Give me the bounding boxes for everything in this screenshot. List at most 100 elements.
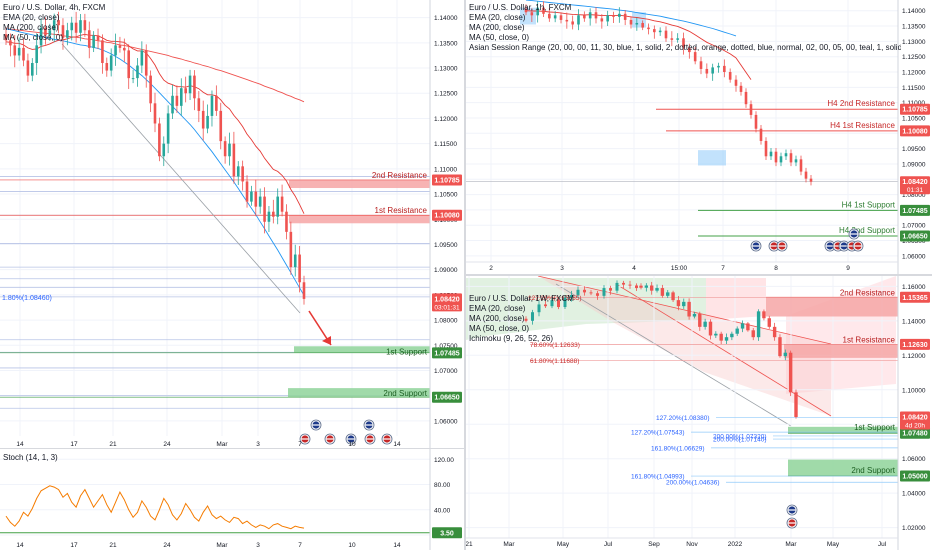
h1-candle[interactable] — [794, 159, 798, 163]
horizontal-divider-left[interactable] — [0, 448, 464, 449]
h1-price-axis[interactable] — [898, 0, 932, 274]
h4-candle[interactable] — [232, 143, 236, 177]
h1-candle[interactable] — [629, 19, 633, 25]
w1-early-candle[interactable] — [531, 312, 534, 321]
h4-candle[interactable] — [44, 27, 47, 36]
h4-candle[interactable] — [52, 20, 56, 31]
h4-candle[interactable] — [293, 254, 297, 268]
h1-candle[interactable] — [749, 104, 753, 115]
w1-candle[interactable] — [746, 323, 750, 331]
h1-candle[interactable] — [653, 29, 656, 33]
h4-candle[interactable] — [206, 115, 209, 129]
w1-candle[interactable] — [676, 300, 681, 307]
h4-candle[interactable] — [250, 191, 253, 202]
w1-candle[interactable] — [735, 328, 739, 334]
h4-candle[interactable] — [166, 113, 170, 144]
h4-candle[interactable] — [105, 63, 109, 71]
h4-candle[interactable] — [114, 45, 117, 56]
h4-trendline[interactable] — [61, 43, 301, 314]
h4-candle[interactable] — [276, 196, 280, 217]
h1-candle[interactable] — [779, 156, 783, 163]
w1-candle[interactable] — [639, 285, 643, 288]
w1-zone-sup[interactable] — [788, 426, 898, 434]
w1-candle[interactable] — [719, 333, 723, 341]
stoch-k-line[interactable] — [5, 485, 305, 530]
h4-candle[interactable] — [215, 95, 218, 111]
w1-early-candle[interactable] — [576, 289, 580, 295]
w1-candle[interactable] — [682, 301, 686, 307]
w1-early-candle[interactable] — [570, 294, 573, 298]
h1-candle[interactable] — [664, 30, 668, 39]
w1-early-candle[interactable] — [602, 288, 606, 296]
h4-candle[interactable] — [153, 103, 157, 124]
h1-candle[interactable] — [728, 72, 732, 80]
w1-candle[interactable] — [703, 321, 707, 327]
h4-candle[interactable] — [272, 211, 275, 217]
w1-channel-upper[interactable] — [537, 276, 832, 345]
w1-chart-canvas[interactable]: 2nd Resistance 1st Resistance 1st Support 2… — [466, 276, 932, 550]
w1-candle[interactable] — [687, 301, 691, 317]
h1-candle[interactable] — [744, 91, 748, 105]
h4-candle[interactable] — [188, 75, 192, 94]
stoch-panel[interactable]: Stoch (14, 1, 3) 120.0080.0040.000.003.5… — [0, 449, 464, 550]
h4-candle[interactable] — [254, 191, 258, 207]
h1-candle[interactable] — [734, 79, 738, 86]
h4-candle[interactable] — [131, 78, 135, 80]
h4-zone-res[interactable] — [289, 215, 430, 224]
h4-candle[interactable] — [280, 196, 284, 212]
h4-candle[interactable] — [83, 20, 87, 31]
w1-candle[interactable] — [655, 288, 659, 291]
h1-candle[interactable] — [759, 128, 763, 141]
h4-chart-canvas[interactable]: 2nd Resistance 1st Resistance 1st Support 2… — [0, 0, 464, 448]
h1-candle[interactable] — [769, 151, 773, 157]
w1-early-candle[interactable] — [628, 284, 632, 286]
h4-candle[interactable] — [4, 34, 8, 41]
h4-candle[interactable] — [289, 231, 293, 268]
h1-candle[interactable] — [804, 171, 808, 179]
w1-candle[interactable] — [772, 326, 777, 338]
w1-candle[interactable] — [767, 318, 771, 327]
h4-candle[interactable] — [158, 123, 161, 157]
h4-candle[interactable] — [118, 45, 122, 48]
h4-candle[interactable] — [17, 47, 21, 56]
h1-candle[interactable] — [594, 12, 598, 19]
h4-candle[interactable] — [101, 40, 104, 64]
h1-candle[interactable] — [784, 153, 788, 157]
w1-early-candle[interactable] — [615, 282, 619, 291]
w1-early-candle[interactable] — [635, 285, 638, 289]
h4-candle[interactable] — [74, 22, 78, 33]
h4-candle[interactable] — [184, 88, 187, 94]
h4-candle[interactable] — [48, 30, 52, 36]
w1-early-candle[interactable] — [609, 288, 612, 291]
h1-candle[interactable] — [658, 30, 662, 33]
w1-candle[interactable] — [671, 292, 675, 301]
h4-candle[interactable] — [175, 95, 179, 106]
h1-candle[interactable] — [612, 15, 615, 17]
h1-candle[interactable] — [676, 38, 679, 40]
h1-candle[interactable] — [764, 140, 768, 157]
w1-candle[interactable] — [660, 288, 665, 296]
h4-candle[interactable] — [171, 95, 174, 114]
h4-candle[interactable] — [57, 20, 60, 26]
h4-ema20-line[interactable] — [5, 33, 305, 214]
h1-candle[interactable] — [641, 22, 644, 28]
h4-candle[interactable] — [9, 40, 12, 46]
w1-early-candle[interactable] — [563, 297, 567, 308]
h4-candle[interactable] — [61, 25, 65, 38]
h4-candle[interactable] — [39, 27, 43, 46]
h4-candle[interactable] — [193, 75, 196, 99]
h4-zone-res[interactable] — [289, 179, 430, 189]
w1-zone-res[interactable] — [766, 297, 898, 317]
w1-early-candle[interactable] — [524, 318, 528, 321]
w1-early-candle[interactable] — [557, 300, 560, 308]
h4-candle[interactable] — [149, 75, 152, 104]
w1-early-candle[interactable] — [583, 289, 586, 293]
w1-candle[interactable] — [644, 285, 649, 288]
w1-candle[interactable] — [698, 313, 702, 327]
h1-candle[interactable] — [705, 68, 709, 74]
h4-candle[interactable] — [13, 45, 17, 56]
h1-candle[interactable] — [542, 7, 545, 14]
h4-candle[interactable] — [22, 47, 25, 61]
h4-candle[interactable] — [267, 211, 271, 222]
h1-candle[interactable] — [571, 21, 574, 25]
